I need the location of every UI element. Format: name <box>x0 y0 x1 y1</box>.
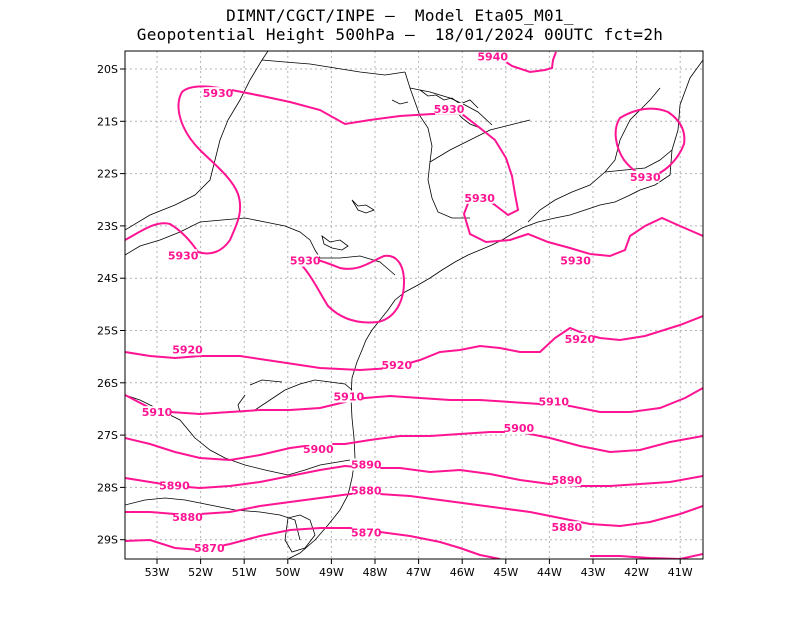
contour-label-bg <box>304 442 333 455</box>
contour-label: 5880 <box>552 521 583 534</box>
contour-label-bg <box>478 51 507 63</box>
contour-label: 5870 <box>351 526 382 539</box>
contour-label: 5890 <box>159 479 190 492</box>
contour-label: 5930 <box>434 103 465 116</box>
lon-label: 41W <box>668 566 693 579</box>
contour-label-bg <box>291 254 320 267</box>
lat-label: 29S <box>97 534 118 547</box>
contour-label: 5920 <box>381 359 412 372</box>
contour-labels: 5940 5930 5930 5930 5930 5930 5930 5930 5920 5920… <box>142 51 661 555</box>
contour-label-bg <box>160 479 189 492</box>
contour-label-bg <box>169 249 198 262</box>
contour-label-bg <box>173 343 202 356</box>
contour-label-bg <box>631 170 660 183</box>
longitude-axis: 53W 52W 51W 50W 49W 48W 47W 46W 45W 44W 43W 42W 41W <box>145 559 693 579</box>
lat-label: 27S <box>97 429 118 442</box>
contour-label-bg <box>561 254 590 267</box>
map-title-line2: Geopotential Height 500hPa – 18/01/2024 … <box>136 25 664 44</box>
contour-label-bg <box>334 390 363 403</box>
contour-label: 5900 <box>303 443 334 456</box>
contour-label-bg <box>173 510 202 523</box>
lon-label: 49W <box>319 566 344 579</box>
contour-label-bg <box>352 484 381 497</box>
lat-label: 22S <box>97 168 118 181</box>
lon-label: 46W <box>450 566 475 579</box>
contour-label: 5890 <box>351 458 382 471</box>
contour-label-bg <box>539 395 568 408</box>
contour-label-bg <box>143 406 171 419</box>
contour-label: 5930 <box>630 171 661 184</box>
contour-label: 5880 <box>172 511 203 524</box>
contour-label: 5910 <box>334 390 365 403</box>
latitude-axis: 20S 21S 22S 23S 24S 25S 26S 27S 28S 29S <box>97 63 125 547</box>
contour-label: 5930 <box>560 255 591 268</box>
contour-label: 5910 <box>142 406 173 419</box>
lon-label: 45W <box>493 566 518 579</box>
contour-label: 5930 <box>203 87 234 100</box>
lat-label: 24S <box>97 272 118 285</box>
lon-label: 42W <box>624 566 649 579</box>
lon-label: 51W <box>232 566 257 579</box>
contour-label: 5890 <box>552 474 583 487</box>
lat-label: 23S <box>97 220 118 233</box>
contour-label: 5880 <box>351 485 382 498</box>
contour-label: 5910 <box>538 396 569 409</box>
lon-label: 53W <box>145 566 170 579</box>
lat-label: 21S <box>97 115 118 128</box>
lon-label: 43W <box>581 566 606 579</box>
contour-label: 5930 <box>168 249 199 262</box>
contour-label: 5930 <box>290 255 321 268</box>
lat-label: 20S <box>97 63 118 76</box>
contour-label-bg <box>195 542 224 555</box>
contour-label-bg <box>382 359 411 372</box>
geopotential-contours <box>125 51 703 559</box>
lon-label: 50W <box>275 566 300 579</box>
contour-label-bg <box>352 526 381 539</box>
contour-label-bg <box>465 191 494 204</box>
contour-label-bg <box>552 474 581 487</box>
contour-label-bg <box>435 102 464 115</box>
contour-label-bg <box>565 332 594 345</box>
lon-label: 47W <box>406 566 431 579</box>
contour-label-bg <box>204 87 233 100</box>
contour-label-bg <box>552 521 581 534</box>
lon-label: 52W <box>188 566 213 579</box>
lat-label: 28S <box>97 481 118 494</box>
lon-label: 44W <box>537 566 562 579</box>
contour-label: 5920 <box>565 333 596 346</box>
lat-label: 26S <box>97 377 118 390</box>
contour-label: 5920 <box>172 343 203 356</box>
contour-label-bg <box>504 421 533 434</box>
contour-label: 5900 <box>504 422 535 435</box>
contour-label: 5870 <box>194 542 225 555</box>
contour-label-bg <box>352 458 381 471</box>
map-title-line1: DIMNT/CGCT/INPE – Model Eta05_M01_ <box>226 6 574 25</box>
lon-label: 48W <box>363 566 388 579</box>
contour-label: 5940 <box>477 51 508 64</box>
plot-frame <box>124 50 704 560</box>
lat-label: 25S <box>97 325 118 338</box>
contour-label: 5930 <box>464 192 495 205</box>
